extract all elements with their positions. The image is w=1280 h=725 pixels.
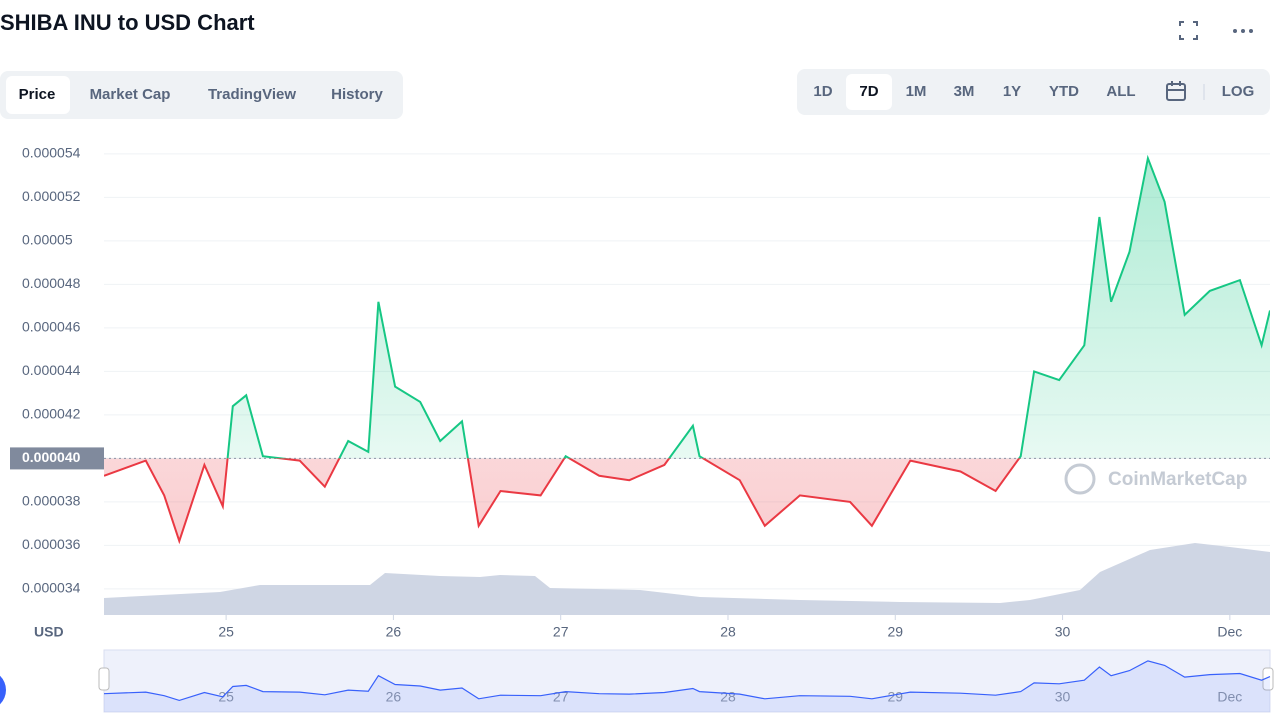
- range-bar: [797, 69, 1270, 115]
- navigator-tick-label: 29: [887, 689, 903, 705]
- range-button[interactable]: 7D: [859, 83, 878, 100]
- side-button[interactable]: [0, 670, 6, 710]
- x-tick-label: Dec: [1217, 624, 1242, 640]
- x-tick-label: 30: [1055, 624, 1071, 640]
- tab[interactable]: TradingView: [208, 86, 296, 103]
- log-button[interactable]: LOG: [1222, 83, 1255, 100]
- tab-selected: [6, 76, 70, 114]
- navigator-line: [103, 660, 1271, 702]
- price-line-down: [104, 458, 1021, 545]
- tab[interactable]: History: [331, 86, 383, 103]
- y-tick-label: 0.000038: [22, 493, 81, 509]
- navigator-area: [104, 660, 1270, 712]
- navigator-tick-label: 25: [218, 689, 234, 705]
- baseline-label: 0.000040: [22, 449, 81, 465]
- range-button[interactable]: 1Y: [1003, 83, 1021, 100]
- tab[interactable]: Price: [19, 86, 56, 103]
- y-tick-label: 0.000044: [22, 362, 81, 378]
- x-tick-label: 28: [720, 624, 736, 640]
- x-tick-label: 26: [386, 624, 402, 640]
- range-selected: [846, 74, 892, 110]
- range-button[interactable]: 3M: [954, 83, 975, 100]
- area-down: [104, 458, 1020, 542]
- tab[interactable]: Market Cap: [90, 86, 171, 103]
- y-tick-label: 0.000036: [22, 536, 81, 552]
- price-line-up: [226, 154, 1270, 459]
- more-icon[interactable]: [1233, 29, 1253, 33]
- watermark-text: CoinMarketCap: [1108, 469, 1247, 490]
- range-button[interactable]: 1D: [813, 83, 832, 100]
- y-tick-label: 0.000042: [22, 406, 81, 422]
- range-button[interactable]: 1M: [906, 83, 927, 100]
- calendar-icon[interactable]: [1166, 81, 1186, 101]
- navigator-tick-label: 26: [386, 689, 402, 705]
- navigator-tick-label: 30: [1055, 689, 1071, 705]
- y-tick-label: 0.000048: [22, 275, 81, 291]
- baseline-label-bg: [10, 447, 104, 470]
- y-tick-label: 0.000054: [22, 145, 81, 161]
- y-tick-label: 0.000034: [22, 580, 81, 596]
- y-tick-label: 0.00005: [22, 232, 73, 248]
- y-axis-label: USD: [34, 624, 64, 640]
- x-tick-label: 25: [218, 624, 234, 640]
- x-tick-label: 27: [553, 624, 569, 640]
- navigator-tick-label: Dec: [1217, 689, 1242, 705]
- fullscreen-icon[interactable]: [1179, 21, 1198, 40]
- area-up: [104, 158, 1270, 459]
- y-tick-label: 0.000052: [22, 188, 81, 204]
- navigator-handle[interactable]: [98, 667, 110, 691]
- x-tick-label: 29: [887, 624, 903, 640]
- tab-bar: [0, 71, 403, 119]
- range-button[interactable]: ALL: [1106, 83, 1135, 100]
- range-button[interactable]: YTD: [1049, 83, 1079, 100]
- watermark: CoinMarketCap: [1064, 463, 1247, 495]
- chart-title: SHIBA INU to USD Chart: [0, 10, 255, 35]
- y-tick-label: 0.000046: [22, 319, 81, 335]
- volume-area: [104, 543, 1270, 615]
